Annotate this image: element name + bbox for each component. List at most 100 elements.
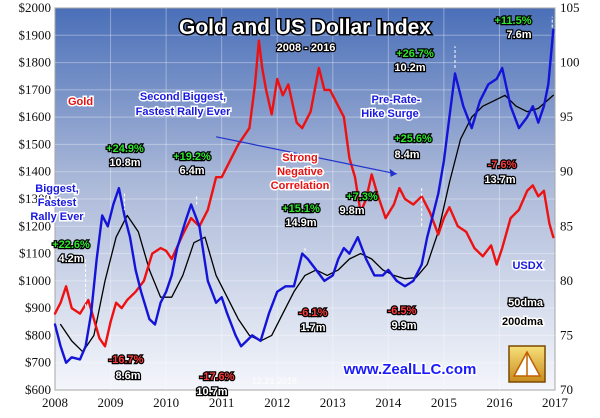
y-left-tick-label: $600 — [25, 382, 51, 397]
y-left-tick-label: $1200 — [19, 218, 52, 233]
gain-duration: 4.2m — [58, 253, 83, 265]
loss-annotation: -7.6% 13.7m — [483, 158, 518, 188]
series-line-gold — [53, 39, 555, 348]
y-right-axis-ticks: 70 75 80 85 90 95 100 105 — [560, 0, 580, 397]
date-range-label: 2008 - 2016 — [277, 42, 336, 54]
y-left-tick-label: $700 — [25, 355, 51, 370]
y-left-tick-label: $800 — [25, 327, 51, 342]
chart-title: Gold and US Dollar Index — [179, 16, 431, 39]
y-left-axis-ticks: $600 $700 $800 $900 $1000 $1100 $1200 $1300 $140… — [19, 0, 52, 397]
x-axis-ticks: 2008 2009 2010 2011 2012 2013 2014 2015 2016 2017 — [42, 395, 569, 410]
grid — [54, 7, 556, 391]
loss-pct: -16.7% — [109, 354, 144, 366]
y-right-tick-label: 85 — [560, 218, 573, 233]
loss-annotation: -6.5% 9.9m — [386, 304, 418, 334]
x-tick-label: 2012 — [264, 395, 290, 410]
loss-pct: -6.1% — [299, 307, 328, 319]
loss-duration: 9.9m — [391, 320, 416, 332]
gain-pct: +22.6% — [52, 239, 90, 251]
gain-pct: +19.2% — [173, 151, 211, 163]
loss-duration: 8.6m — [115, 370, 140, 382]
second-biggest-line2: Fastest Rally Ever — [136, 106, 231, 118]
y-right-tick-label: 100 — [560, 55, 580, 70]
gain-pct: +26.7% — [396, 48, 434, 60]
gain-annotation: +22.6% 4.2m — [51, 238, 91, 267]
gain-duration: 10.8m — [109, 157, 140, 169]
y-right-tick-label: 70 — [560, 382, 573, 397]
series-line-usdx — [53, 28, 555, 364]
gain-pct: +25.6% — [394, 133, 432, 145]
x-tick-label: 2015 — [431, 395, 457, 410]
strong-neg-line1: Strong — [282, 152, 317, 164]
annotation-arrowhead — [389, 168, 397, 177]
second-biggest-line1: Second Biggest, — [140, 91, 226, 103]
legend-usdx: USDX — [512, 260, 543, 272]
gain-duration: 10.2m — [394, 62, 425, 74]
strong-neg-line3: Correlation — [271, 180, 330, 192]
y-left-tick-label: $1800 — [19, 55, 52, 70]
y-left-tick-label: $1600 — [19, 109, 52, 124]
x-tick-label: 2009 — [98, 395, 124, 410]
chart-date-stamp: 12.21.2016 — [252, 376, 297, 386]
x-tick-label: 2017 — [542, 395, 569, 410]
gain-annotation: +7.3% 9.8m — [338, 190, 379, 219]
gain-annotation: +19.2% 6.4m — [172, 150, 212, 179]
loss-annotation: -16.7% 8.6m — [107, 353, 145, 384]
loss-pct: -6.5% — [388, 305, 417, 317]
loss-pct: -17.6% — [200, 371, 235, 383]
gain-duration: 14.9m — [285, 217, 316, 229]
loss-duration: 1.7m — [300, 322, 325, 334]
gain-annotation: +24.9% 10.8m — [105, 142, 145, 171]
website-url: www.ZealLLC.com — [343, 361, 477, 378]
loss-duration: 13.7m — [484, 174, 515, 186]
y-right-tick-label: 90 — [560, 164, 573, 179]
y-left-tick-label: $1300 — [19, 191, 52, 206]
gain-annotation: +15.1% 14.9m — [281, 202, 321, 231]
plot-background — [54, 7, 556, 391]
y-left-tick-label: $1100 — [19, 246, 51, 261]
legend-50dma: 50dma — [508, 297, 544, 309]
y-left-tick-label: $1900 — [19, 27, 52, 42]
gain-duration: 6.4m — [179, 165, 204, 177]
y-left-tick-label: $1000 — [19, 273, 52, 288]
loss-pct: -7.6% — [488, 159, 517, 171]
gain-annotation: +11.5% 7.6m — [493, 14, 533, 43]
y-left-tick-label: $900 — [25, 300, 51, 315]
x-tick-label: 2013 — [320, 395, 346, 410]
gain-pct: +7.3% — [346, 191, 378, 203]
biggest-line2: Fastest — [38, 197, 77, 209]
pre-rate-line2: Hike Surge — [361, 108, 418, 120]
gain-duration: 8.4m — [394, 149, 419, 161]
x-tick-label: 2011 — [209, 395, 235, 410]
legend-200dma: 200dma — [502, 316, 544, 328]
x-tick-label: 2016 — [486, 395, 513, 410]
y-left-tick-label: $1400 — [19, 164, 52, 179]
loss-annotation: -17.6% 10.7m — [195, 370, 236, 400]
y-right-tick-label: 95 — [560, 109, 573, 124]
x-tick-label: 2008 — [42, 395, 68, 410]
gain-pct: +24.9% — [106, 143, 144, 155]
y-right-tick-label: 75 — [560, 327, 573, 342]
gain-pct: +15.1% — [282, 203, 320, 215]
x-tick-label: 2014 — [375, 395, 402, 410]
gain-annotation: +25.6% 8.4m — [393, 132, 433, 163]
loss-duration: 10.7m — [196, 386, 227, 398]
y-right-tick-label: 80 — [560, 273, 573, 288]
gain-pct: +11.5% — [494, 15, 531, 27]
gain-annotation: +26.7% 10.2m — [393, 47, 435, 76]
biggest-line1: Biggest, — [35, 183, 78, 195]
gold-series-label: Gold — [68, 96, 93, 108]
y-left-tick-label: $2000 — [19, 0, 52, 15]
pre-rate-line1: Pre-Rate- — [372, 94, 421, 106]
x-tick-label: 2010 — [153, 395, 179, 410]
biggest-line3: Rally Ever — [30, 211, 84, 223]
loss-annotation: -6.1% 1.7m — [297, 306, 328, 336]
series-line-50dma — [59, 94, 554, 353]
series-lines — [53, 16, 555, 364]
zeal-logo-icon — [508, 345, 546, 383]
annotation-arrow — [215, 136, 397, 175]
strong-neg-line2: Negative — [277, 166, 323, 178]
gain-duration: 9.8m — [339, 205, 364, 217]
y-right-tick-label: 105 — [560, 0, 580, 15]
